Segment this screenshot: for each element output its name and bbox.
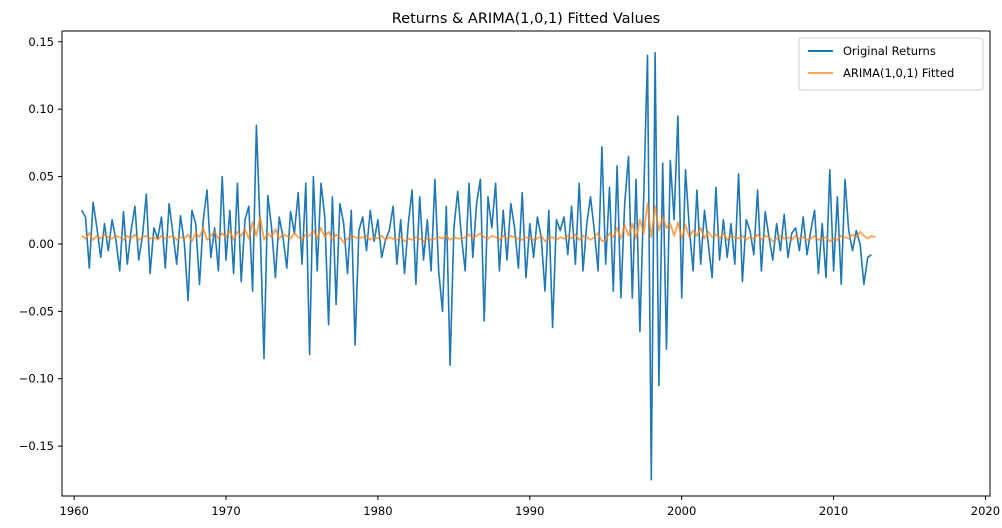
y-tick-label: 0.10 bbox=[28, 102, 54, 116]
y-axis-ticks: −0.15 −0.10 −0.05 0.00 0.05 0.10 0.15 bbox=[19, 35, 62, 453]
y-tick-label: 0.15 bbox=[28, 35, 54, 49]
x-tick-label: 2020 bbox=[971, 504, 1000, 518]
x-tick-label: 1970 bbox=[211, 504, 240, 518]
x-tick-label: 2010 bbox=[819, 504, 848, 518]
x-axis-ticks: 1960 1970 1980 1990 2000 2010 2020 bbox=[60, 496, 1000, 518]
series-line-arima-1-0-1-fitted bbox=[81, 202, 876, 244]
legend: Original Returns ARIMA(1,0,1) Fitted bbox=[798, 37, 984, 91]
axes-frame bbox=[61, 30, 991, 497]
legend-box bbox=[798, 37, 984, 91]
y-tick-label: 0.05 bbox=[28, 170, 54, 184]
y-tick-label: −0.15 bbox=[19, 439, 54, 453]
chart-title: Returns & ARIMA(1,0,1) Fitted Values bbox=[392, 11, 661, 27]
x-tick-label: 2000 bbox=[667, 504, 696, 518]
series-line-original-returns bbox=[81, 51, 872, 481]
x-tick-label: 1980 bbox=[363, 504, 392, 518]
y-tick-label: 0.00 bbox=[28, 237, 54, 251]
legend-label-arima-fitted: ARIMA(1,0,1) Fitted bbox=[843, 66, 954, 80]
legend-label-original-returns: Original Returns bbox=[843, 44, 936, 58]
x-tick-label: 1990 bbox=[515, 504, 544, 518]
y-tick-label: −0.10 bbox=[19, 372, 54, 386]
x-tick-label: 1960 bbox=[60, 504, 89, 518]
y-tick-label: −0.05 bbox=[19, 304, 54, 318]
plot-area bbox=[81, 51, 876, 481]
